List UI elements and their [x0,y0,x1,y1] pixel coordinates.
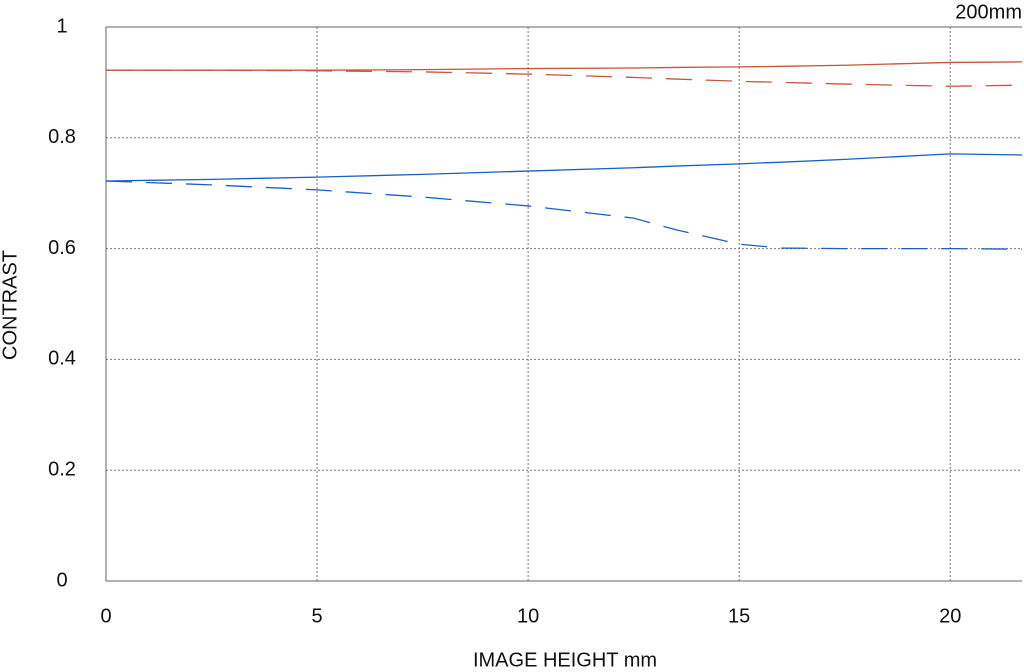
y-tick-label: 0.6 [48,237,76,259]
x-tick-label: 5 [311,605,322,627]
y-tick-label: 0.4 [48,348,76,370]
y-tick-label: 1 [56,15,67,37]
y-tick-label: 0 [56,569,67,591]
x-axis-label: IMAGE HEIGHT mm [473,649,657,671]
y-tick-label: 0.8 [48,126,76,148]
series-line [106,69,1023,87]
x-tick-label: 15 [728,605,750,627]
series-line [106,61,1023,71]
series-line [105,153,1023,182]
y-axis-label: CONTRAST [0,250,21,360]
x-tick-label: 0 [100,605,111,627]
series-line [105,180,1023,250]
x-tick-label: 20 [939,605,961,627]
chart-title: 200mm [955,1,1022,23]
x-tick-label: 10 [517,605,539,627]
y-tick-label: 0.2 [48,458,76,480]
